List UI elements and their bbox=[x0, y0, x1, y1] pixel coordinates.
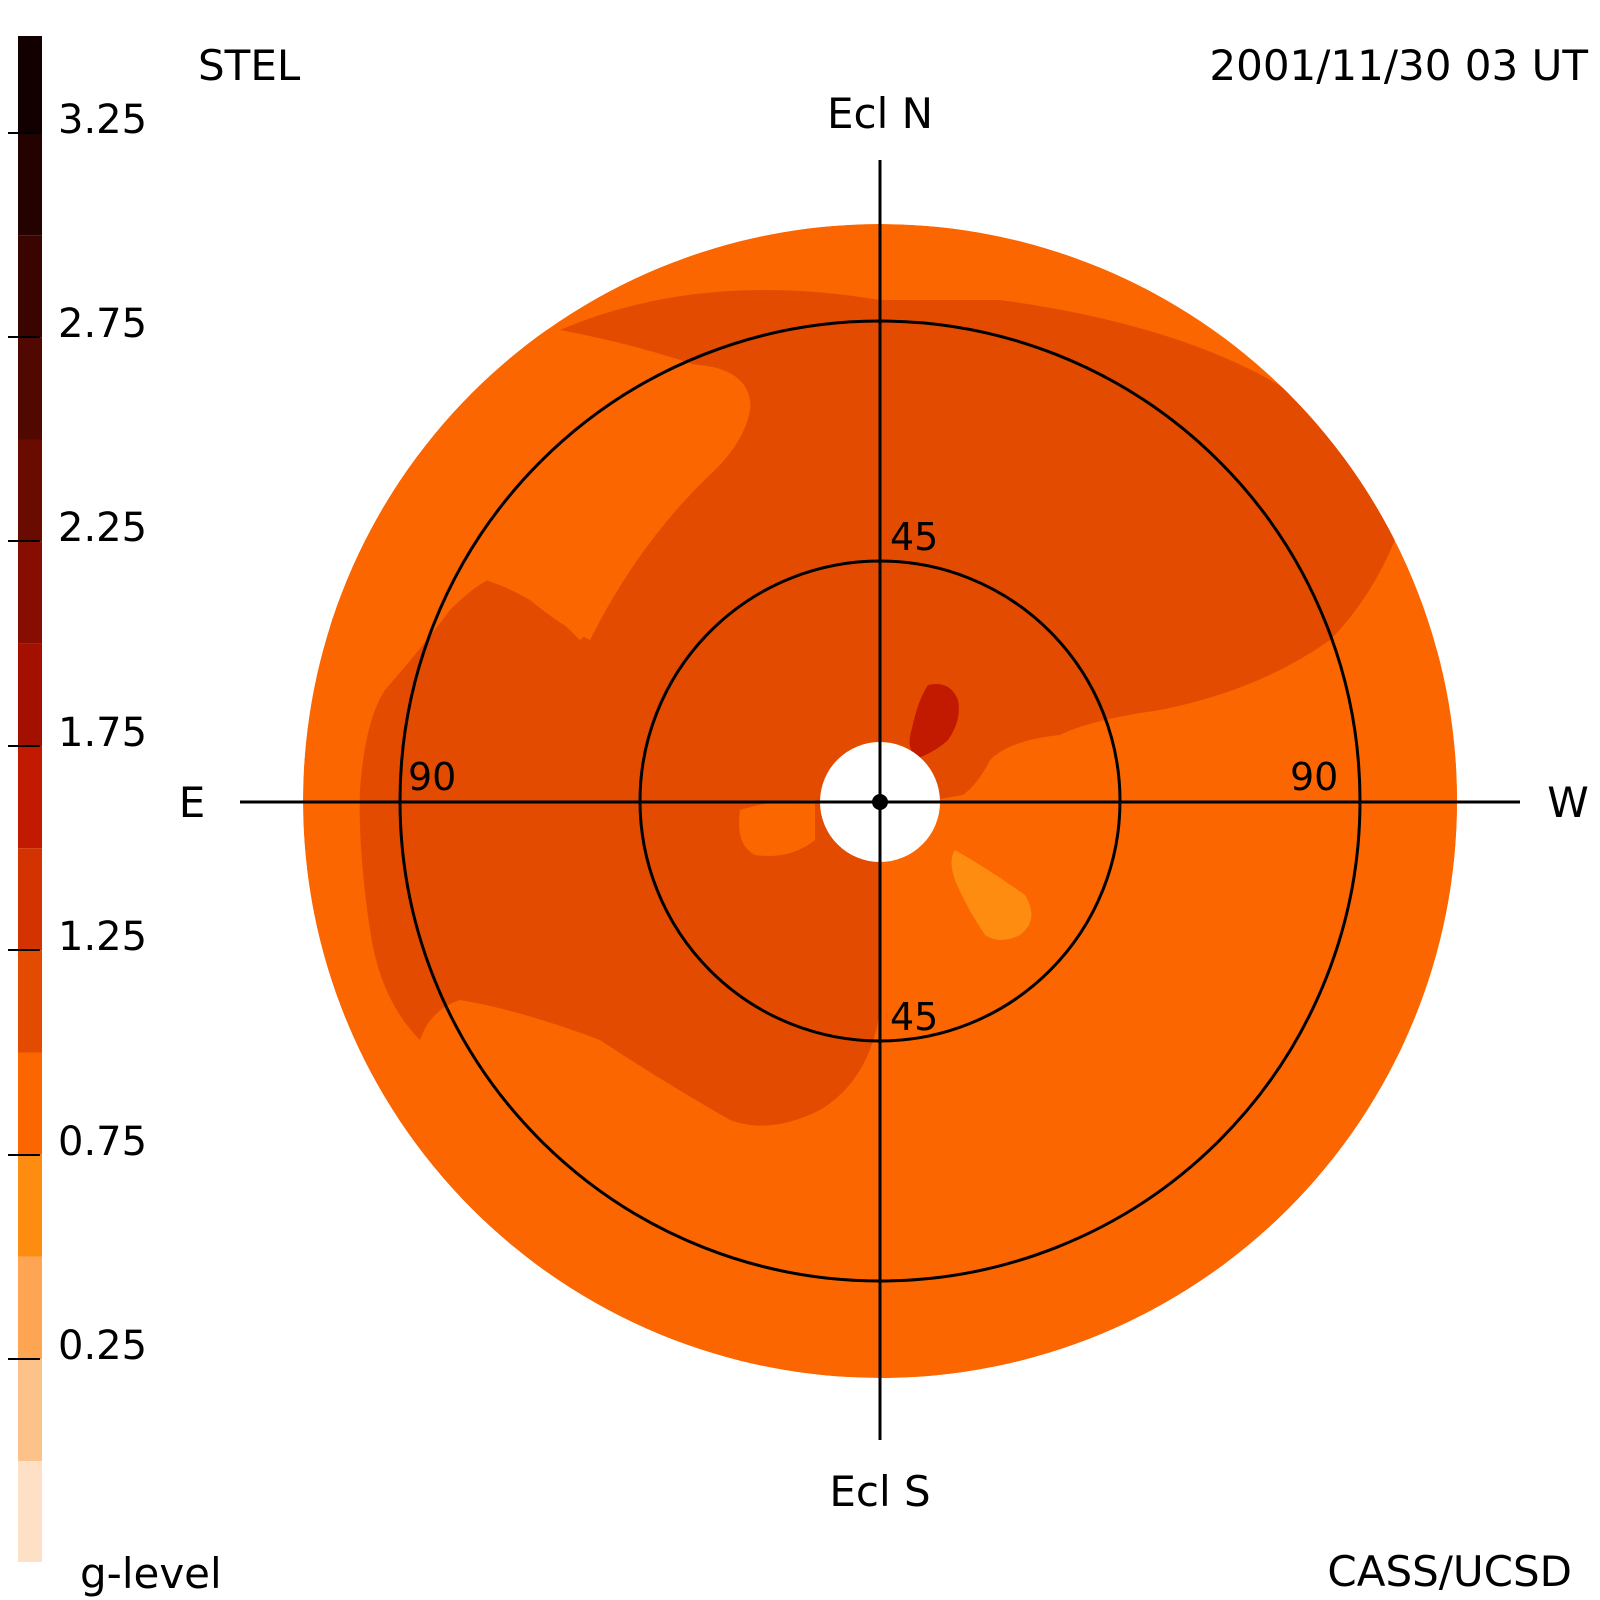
colorbar-band bbox=[18, 746, 42, 849]
colorbar-band bbox=[18, 337, 42, 440]
ring-90-label-east: 90 bbox=[408, 755, 456, 799]
colorbar-title: g-level bbox=[80, 1549, 222, 1598]
timestamp-label: 2001/11/30 03 UT bbox=[1209, 41, 1588, 90]
colorbar-ticks: 3.25 2.75 2.25 1.75 1.25 0.75 0.25 bbox=[8, 97, 147, 1369]
ring-45-label-top: 45 bbox=[890, 515, 938, 559]
colorbar-band bbox=[18, 235, 42, 338]
colorbar-tick-label: 1.25 bbox=[58, 914, 147, 960]
west-label: W bbox=[1547, 778, 1589, 827]
colorbar bbox=[18, 36, 42, 1562]
colorbar-tick-label: 2.25 bbox=[58, 505, 147, 551]
colorbar-tick-label: 2.75 bbox=[58, 301, 147, 347]
colorbar-band bbox=[18, 848, 42, 951]
north-label: Ecl N bbox=[827, 89, 933, 138]
east-label: E bbox=[179, 778, 206, 827]
level-region-1-0 bbox=[359, 290, 1396, 1126]
colorbar-band bbox=[18, 643, 42, 746]
colorbar-band bbox=[18, 1052, 42, 1155]
colorbar-band bbox=[18, 1359, 42, 1462]
colorbar-band bbox=[18, 541, 42, 644]
ring-45-label-bottom: 45 bbox=[890, 995, 938, 1039]
level-region-0-75-core bbox=[739, 800, 815, 856]
colorbar-band bbox=[18, 1461, 42, 1562]
colorbar-tick-label: 0.25 bbox=[58, 1323, 147, 1369]
colorbar-band bbox=[18, 950, 42, 1053]
colorbar-tick-label: 0.75 bbox=[58, 1119, 147, 1165]
colorbar-band bbox=[18, 1256, 42, 1359]
instrument-label: STEL bbox=[198, 41, 301, 90]
colorbar-band bbox=[18, 439, 42, 542]
south-label: Ecl S bbox=[829, 1467, 930, 1516]
colorbar-band bbox=[18, 1154, 42, 1257]
ring-90-label-west: 90 bbox=[1290, 755, 1338, 799]
colorbar-tick-label: 1.75 bbox=[58, 710, 147, 756]
level-region-0-5 bbox=[951, 850, 1032, 940]
colorbar-band bbox=[18, 133, 42, 236]
level-region-1-5 bbox=[909, 684, 959, 758]
colorbar-band bbox=[18, 36, 42, 133]
colorbar-tick-label: 3.25 bbox=[58, 97, 147, 143]
credit-label: CASS/UCSD bbox=[1327, 1547, 1572, 1596]
